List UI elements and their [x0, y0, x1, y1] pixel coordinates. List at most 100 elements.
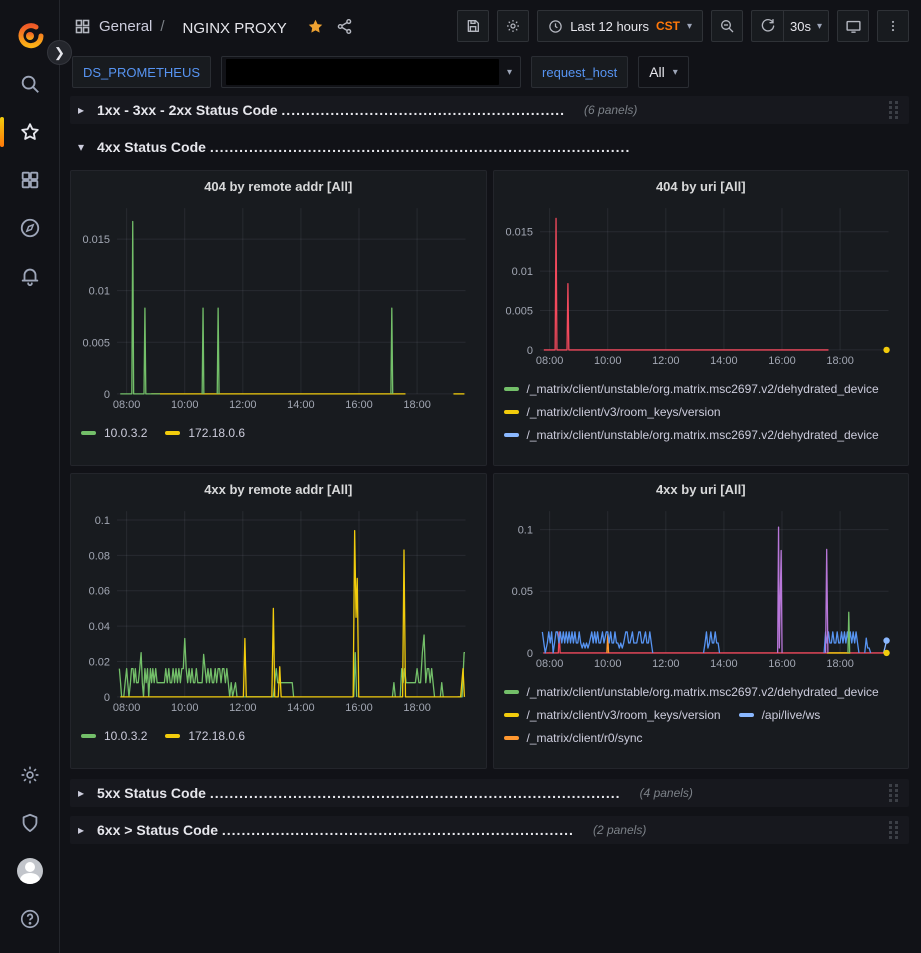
datasource-value-redacted	[226, 59, 499, 85]
row-title: 1xx - 3xx - 2xx Status Code ............…	[97, 102, 566, 118]
breadcrumb-dashboard-title[interactable]: NGINX PROXY	[182, 19, 287, 37]
legend-series-swatch	[503, 735, 519, 740]
row-panel-count: (2 panels)	[592, 823, 647, 837]
legend-item[interactable]: /_matrix/client/unstable/org.matrix.msc2…	[503, 382, 879, 396]
svg-text:0.06: 0.06	[89, 586, 110, 598]
row-4xx[interactable]: ▾ 4xx Status Code ......................…	[70, 133, 909, 161]
time-series-chart[interactable]: 08:00 10:00 12:00 14:00 16:00 18:00 0 0.05 0.1	[504, 503, 899, 671]
variables-submenu: DS_PROMETHEUS ▾ request_host All ▾	[60, 52, 921, 92]
breadcrumb-separator: /	[160, 17, 165, 35]
panel-title[interactable]: 4xx by uri [All]	[655, 482, 746, 497]
svg-text:0.015: 0.015	[505, 227, 532, 239]
explore-nav-icon[interactable]	[6, 204, 54, 252]
row-5xx[interactable]: ▸ 5xx Status Code ......................…	[70, 779, 909, 807]
svg-text:12:00: 12:00	[229, 702, 256, 714]
alerting-nav-icon[interactable]	[6, 252, 54, 300]
row-drag-handle[interactable]	[887, 819, 901, 841]
chart-area[interactable]: 08:00 10:00 12:00 14:00 16:00 18:00 0 0.005 0.01…	[81, 200, 476, 417]
panel-legend: 10.0.3.2 172.18.0.6	[81, 417, 476, 443]
row-drag-handle[interactable]	[887, 782, 901, 804]
chart-area[interactable]: 08:00 10:00 12:00 14:00 16:00 18:00 0 0.05 0.1	[504, 503, 899, 676]
legend-item[interactable]: /_matrix/client/v3/room_keys/version	[503, 404, 721, 419]
legend-row: /_matrix/client/unstable/org.matrix.msc2…	[503, 377, 899, 400]
zoom-out-time-button[interactable]	[711, 10, 743, 42]
legend-item[interactable]: 10.0.3.2	[81, 729, 147, 743]
legend-series-swatch	[738, 712, 754, 717]
sidebar-expand-button[interactable]: ❯	[47, 40, 72, 65]
grafana-logo[interactable]	[6, 12, 54, 60]
legend-item[interactable]: /sw.js	[739, 451, 791, 454]
legend-item[interactable]: /_matrix/client/v3/room_keys/version	[504, 451, 721, 454]
favorite-star-icon[interactable]	[307, 18, 324, 35]
legend-row: /_matrix/client/v3/room_keys/version	[503, 400, 899, 423]
time-series-chart[interactable]: 08:00 10:00 12:00 14:00 16:00 18:00 0 0.005 0.01…	[504, 200, 899, 368]
panel-title[interactable]: 404 by remote addr [All]	[204, 179, 353, 194]
svg-text:0: 0	[104, 389, 110, 401]
row-drag-handle[interactable]	[887, 99, 901, 121]
legend-row: /_matrix/client/unstable/org.matrix.msc2…	[503, 680, 899, 703]
legend-item[interactable]: 10.0.3.2	[81, 426, 147, 440]
svg-text:0.1: 0.1	[95, 515, 110, 527]
legend-series-swatch	[503, 409, 519, 414]
configuration-gear-icon[interactable]	[6, 751, 54, 799]
legend-item[interactable]: 172.18.0.6	[165, 426, 245, 440]
collapsed-rows: ▸ 5xx Status Code ......................…	[70, 779, 909, 844]
request-host-variable-select[interactable]: All ▾	[638, 56, 689, 88]
refresh-interval-value: 30s	[790, 18, 811, 34]
dashboard-settings-button[interactable]	[497, 10, 530, 42]
datasource-variable-label[interactable]: DS_PROMETHEUS	[72, 56, 212, 88]
time-range-picker[interactable]: Last 12 hours CST ▾	[537, 10, 703, 42]
tv-mode-button[interactable]	[837, 10, 869, 42]
panel-title[interactable]: 4xx by remote addr [All]	[204, 482, 353, 497]
server-admin-shield-icon[interactable]	[6, 799, 54, 847]
search-icon[interactable]	[6, 60, 54, 108]
chart-area[interactable]: 08:00 10:00 12:00 14:00 16:00 18:00 0 0.005 0.01…	[504, 200, 899, 373]
legend-item[interactable]: /_matrix/client/unstable/org.matrix.msc2…	[504, 754, 879, 757]
chevron-down-icon: ▾	[816, 20, 822, 32]
breadcrumb-section[interactable]: General	[99, 17, 153, 35]
svg-text:0.02: 0.02	[89, 656, 110, 668]
legend-item[interactable]: /_matrix/client/unstable/org.matrix.msc2…	[503, 685, 879, 699]
time-range-label: Last 12 hours	[570, 18, 649, 34]
legend-series-label: /_matrix/client/v3/room_keys/version	[526, 404, 721, 419]
legend-item[interactable]: /_matrix/client/unstable/org.matrix.msc2…	[503, 428, 879, 442]
row-6xx[interactable]: ▸ 6xx > Status Code ....................…	[70, 816, 909, 844]
dashboards-nav-icon[interactable]	[6, 156, 54, 204]
legend-series-label: /_matrix/client/unstable/org.matrix.msc2…	[527, 754, 879, 757]
legend-item[interactable]: /_matrix/client/v3/room_keys/version	[503, 707, 721, 722]
legend-item[interactable]: 172.18.0.6	[165, 729, 245, 743]
request-host-variable-label[interactable]: request_host	[531, 56, 629, 88]
share-icon[interactable]	[336, 18, 353, 35]
legend-series-label: /sw.js	[762, 451, 791, 454]
datasource-variable-select[interactable]: ▾	[221, 56, 522, 88]
legend-series-swatch	[503, 432, 519, 437]
refresh-interval-select[interactable]: 30s ▾	[783, 10, 829, 42]
legend-item[interactable]: /api/live/ws	[738, 708, 820, 722]
time-series-chart[interactable]: 08:00 10:00 12:00 14:00 16:00 18:00 0 0.005 0.01…	[81, 200, 476, 412]
refresh-button-group: 30s ▾	[751, 10, 829, 42]
svg-text:0: 0	[104, 692, 110, 704]
header-controls: Last 12 hours CST ▾ 30s	[457, 10, 909, 42]
legend-series-swatch	[81, 430, 96, 435]
panel-legend: /_matrix/client/unstable/org.matrix.msc2…	[503, 373, 899, 454]
refresh-button[interactable]	[751, 10, 783, 42]
time-series-chart[interactable]: 08:00 10:00 12:00 14:00 16:00 18:00 0 0.02 0.04 0…	[81, 503, 476, 715]
kebab-menu-button[interactable]	[877, 10, 909, 42]
user-avatar[interactable]	[6, 847, 54, 895]
breadcrumb: General / NGINX PROXY	[74, 16, 353, 37]
starred-nav-icon[interactable]	[0, 108, 54, 156]
save-dashboard-button[interactable]	[457, 10, 490, 42]
legend-row: /_matrix/client/v3/room_keys/version/api…	[503, 703, 899, 726]
legend-item[interactable]: /_matrix/client/r0/sync	[503, 731, 643, 745]
svg-text:18:00: 18:00	[403, 399, 430, 411]
svg-text:14:00: 14:00	[287, 702, 314, 714]
legend-series-label: 172.18.0.6	[188, 425, 246, 440]
legend-series-label: /_matrix/client/v3/room_keys/version	[526, 707, 721, 722]
help-icon[interactable]	[6, 895, 54, 943]
row-1xx-3xx-2xx[interactable]: ▸ 1xx - 3xx - 2xx Status Code ..........…	[70, 96, 909, 124]
apps-grid-icon[interactable]	[74, 18, 91, 35]
svg-text:08:00: 08:00	[113, 702, 140, 714]
panel-title[interactable]: 404 by uri [All]	[655, 179, 746, 194]
chart-area[interactable]: 08:00 10:00 12:00 14:00 16:00 18:00 0 0.02 0.04 0…	[81, 503, 476, 720]
